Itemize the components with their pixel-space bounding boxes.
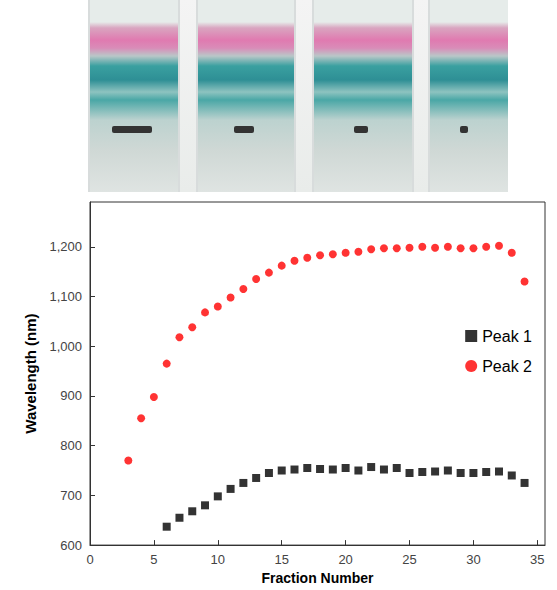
- svg-text:35: 35: [530, 552, 544, 567]
- svg-text:Wavelength (nm): Wavelength (nm): [22, 313, 39, 433]
- svg-text:5: 5: [150, 552, 157, 567]
- svg-text:1,200: 1,200: [49, 239, 82, 254]
- svg-text:Peak 1: Peak 1: [482, 328, 532, 345]
- svg-text:Peak 2: Peak 2: [482, 358, 532, 375]
- svg-text:10: 10: [211, 552, 225, 567]
- svg-text:20: 20: [338, 552, 352, 567]
- svg-text:30: 30: [466, 552, 480, 567]
- svg-text:25: 25: [402, 552, 416, 567]
- svg-text:0: 0: [86, 552, 93, 567]
- svg-text:15: 15: [274, 552, 288, 567]
- svg-text:1,000: 1,000: [49, 339, 82, 354]
- svg-text:600: 600: [60, 538, 82, 553]
- svg-text:Fraction Number: Fraction Number: [261, 570, 374, 586]
- svg-text:1,100: 1,100: [49, 289, 82, 304]
- svg-text:700: 700: [60, 488, 82, 503]
- svg-text:900: 900: [60, 388, 82, 403]
- svg-text:800: 800: [60, 438, 82, 453]
